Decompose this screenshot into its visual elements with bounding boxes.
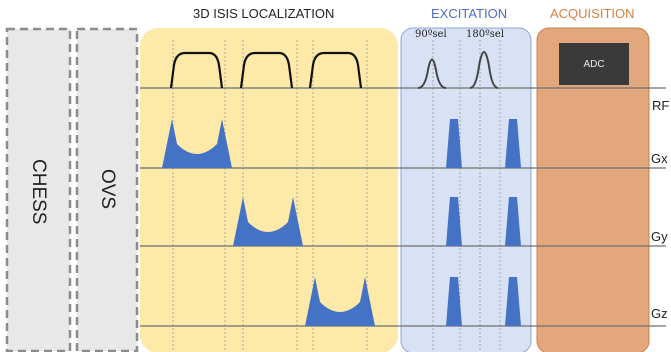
- localization-title: 3D ISIS LOCALIZATION: [193, 6, 335, 21]
- rf-adiabatic-pulses: [169, 51, 363, 89]
- localization-region: [140, 28, 398, 352]
- rf-180-label: 180ºsel: [466, 29, 505, 40]
- gz-excitation-gradient-2: [505, 277, 521, 326]
- gx-excitation-gradient-2: [505, 119, 521, 168]
- channel-label-gz: Gz: [651, 306, 668, 321]
- localization-gradients: [162, 119, 375, 326]
- excitation-title: EXCITATION: [431, 6, 508, 21]
- rf-inversion-pulse-3: [308, 51, 363, 89]
- excitation-region: [400, 27, 532, 352]
- ovs-box: [75, 27, 139, 352]
- chess-label: CHESS: [28, 159, 49, 225]
- rf-180-pulse: [469, 51, 499, 89]
- rf-90-label: 90ºsel: [415, 29, 447, 40]
- gz-localization-gradient: [305, 277, 375, 326]
- gy-localization-gradient: [233, 197, 303, 246]
- acquisition-title: ACQUISITION: [550, 6, 635, 21]
- gz-excitation-gradient-1: [446, 277, 462, 326]
- gx-localization-gradient: [162, 119, 232, 168]
- excitation-gradients: [446, 119, 521, 326]
- rf-inversion-pulse-2: [239, 51, 294, 89]
- rf-90-pulse: [417, 58, 447, 89]
- gx-excitation-gradient-1: [446, 119, 462, 168]
- channel-label-gx: Gx: [651, 151, 668, 166]
- adc-block: ADC: [559, 43, 629, 85]
- acquisition-region: [536, 27, 650, 352]
- gy-excitation-gradient-2: [505, 197, 521, 246]
- rf-inversion-pulse-1: [169, 51, 224, 89]
- rf-excitation-pulses: [417, 51, 499, 89]
- gy-excitation-gradient-1: [446, 197, 462, 246]
- channel-label-rf: RF: [652, 98, 670, 113]
- chess-box: [5, 27, 72, 352]
- ovs-label: OVS: [97, 168, 118, 210]
- channel-label-gy: Gy: [651, 229, 668, 244]
